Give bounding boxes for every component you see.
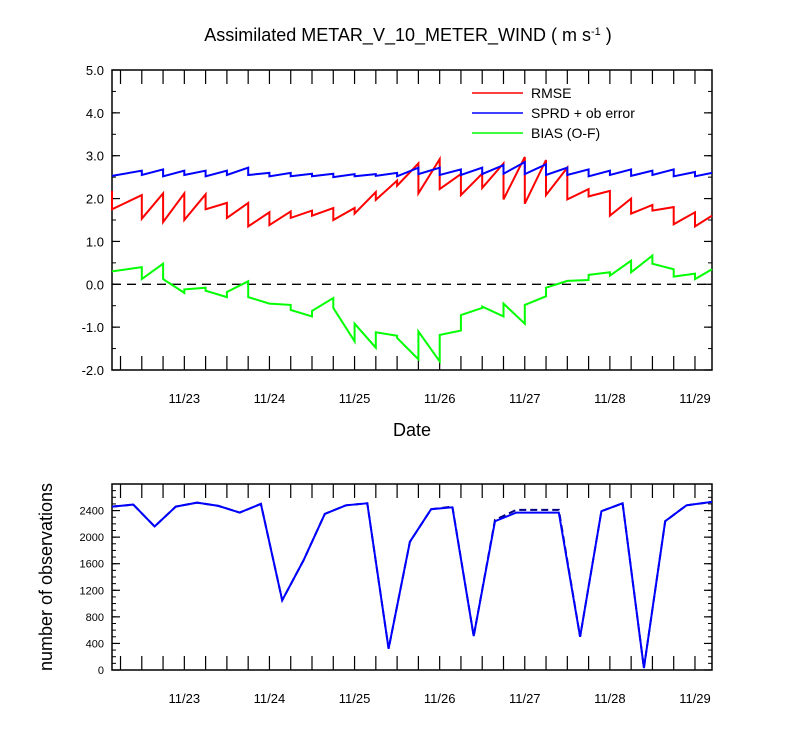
- legend-bias-label: BIAS (O-F): [531, 125, 600, 141]
- bottom-x-tick-label: 11/25: [339, 691, 371, 706]
- top-y-tick-label: -2.0: [82, 363, 104, 378]
- top-x-tick-label: 11/25: [339, 391, 371, 406]
- bottom-x-tick-label: 11/26: [424, 691, 456, 706]
- top-y-tick-label: 4.0: [86, 106, 104, 121]
- top-y-tick-label: 5.0: [86, 63, 104, 78]
- bottom-y-tick-label: 2400: [80, 506, 104, 518]
- top-x-tick-label: 11/29: [679, 391, 711, 406]
- top-x-tick-label: 11/28: [594, 391, 626, 406]
- bottom-y-tick-label: 400: [86, 638, 104, 650]
- bottom-x-tick-label: 11/29: [679, 691, 711, 706]
- bottom-x-tick-label: 11/28: [594, 691, 626, 706]
- bottom-plot-frame: [111, 483, 713, 671]
- observation-count-line-dashed: [111, 500, 713, 669]
- top-x-tick-label: 11/24: [254, 391, 286, 406]
- top-x-tick-label: 11/26: [424, 391, 456, 406]
- bottom-y-tick-label: 1600: [80, 559, 104, 571]
- top-y-tick-label: 1.0: [86, 234, 104, 249]
- bottom-y-tick-label: 0: [98, 665, 104, 677]
- series-line-bias-o-f: [111, 253, 713, 365]
- bottom-y-axis-title: number of observations: [36, 483, 56, 671]
- series-line-sprd-ob-error: [111, 160, 713, 179]
- bottom-y-tick-label: 800: [86, 612, 104, 624]
- bottom-y-tick-label: 1200: [80, 585, 104, 597]
- bottom-x-tick-label: 11/27: [509, 691, 541, 706]
- top-y-tick-label: -1.0: [82, 320, 104, 335]
- legend-sprd-label: SPRD + ob error: [531, 105, 635, 121]
- bottom-x-tick-label: 11/24: [254, 691, 286, 706]
- x-axis-title: Date: [393, 420, 431, 440]
- top-x-tick-label: 11/27: [509, 391, 541, 406]
- top-y-tick-label: 0.0: [86, 277, 104, 292]
- bottom-x-tick-label: 11/23: [169, 691, 201, 706]
- series-line-rmse: [111, 155, 713, 229]
- legend-rmse-label: RMSE: [531, 85, 571, 101]
- top-y-tick-label: 3.0: [86, 149, 104, 164]
- legend: RMSE SPRD + ob error BIAS (O-F): [472, 85, 635, 141]
- top-x-tick-label: 11/23: [169, 391, 201, 406]
- top-y-tick-label: 2.0: [86, 192, 104, 207]
- bottom-y-tick-label: 2000: [80, 532, 104, 544]
- chart-title: Assimilated METAR_V_10_METER_WIND ( m s-…: [204, 25, 612, 46]
- observation-count-line-solid: [111, 500, 713, 669]
